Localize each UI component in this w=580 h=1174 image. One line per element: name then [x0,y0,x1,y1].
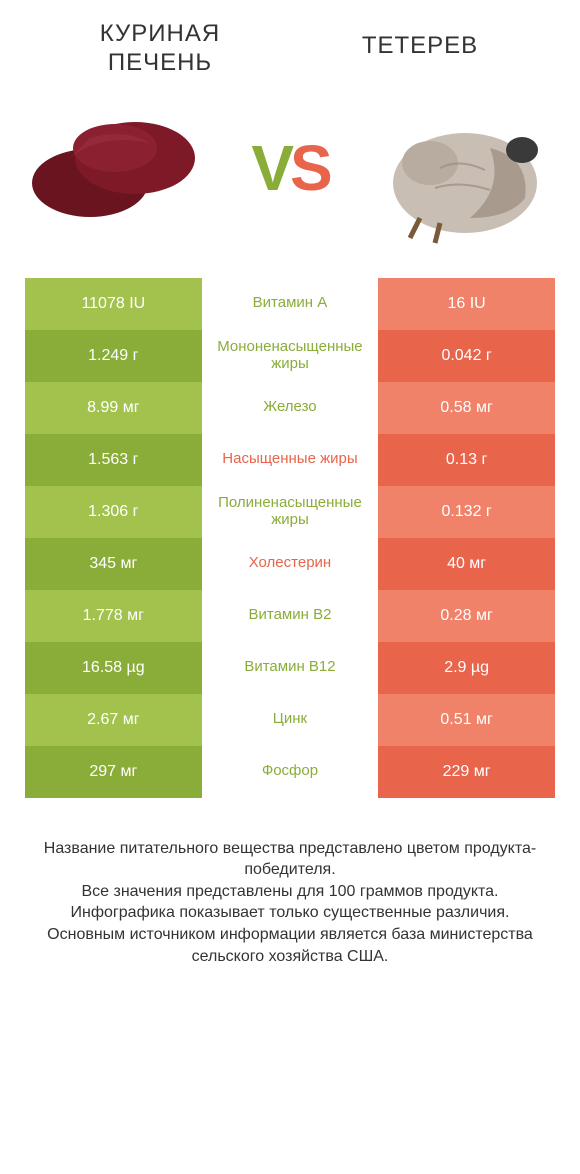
left-value: 1.778 мг [25,590,202,642]
right-value: 229 мг [378,746,555,798]
vs-label: VS [251,131,328,205]
left-value: 2.67 мг [25,694,202,746]
left-value: 345 мг [25,538,202,590]
right-value: 0.132 г [378,486,555,538]
images-row: VS [0,78,580,278]
nutrient-table: 11078 IUВитамин A16 IU1.249 гМононенасыщ… [25,278,555,798]
left-value: 16.58 µg [25,642,202,694]
nutrient-name: Витамин A [202,278,379,330]
right-value: 40 мг [378,538,555,590]
table-row: 8.99 мгЖелезо0.58 мг [25,382,555,434]
header: КУРИНАЯ ПЕЧЕНЬ ТЕТЕРЕВ [0,0,580,78]
left-product-title: КУРИНАЯ ПЕЧЕНЬ [30,20,290,78]
footer-notes: Название питательного вещества представл… [0,798,580,988]
right-value: 16 IU [378,278,555,330]
left-value: 1.306 г [25,486,202,538]
footer-line-4: Основным источником информации является … [30,924,550,967]
table-row: 11078 IUВитамин A16 IU [25,278,555,330]
nutrient-name: Витамин B2 [202,590,379,642]
left-value: 1.563 г [25,434,202,486]
right-product-title: ТЕТЕРЕВ [290,20,550,61]
table-row: 297 мгФосфор229 мг [25,746,555,798]
nutrient-name: Цинк [202,694,379,746]
footer-line-2: Все значения представлены для 100 граммо… [30,881,550,903]
table-row: 1.778 мгВитамин B20.28 мг [25,590,555,642]
table-row: 16.58 µgВитамин B122.9 µg [25,642,555,694]
left-value: 1.249 г [25,330,202,382]
table-row: 2.67 мгЦинк0.51 мг [25,694,555,746]
nutrient-name: Холестерин [202,538,379,590]
right-value: 0.28 мг [378,590,555,642]
nutrient-name: Фосфор [202,746,379,798]
right-value: 0.13 г [378,434,555,486]
left-value: 297 мг [25,746,202,798]
nutrient-name: Витамин B12 [202,642,379,694]
left-title-line1: КУРИНАЯ [100,20,220,47]
table-row: 1.306 гПолиненасыщенные жиры0.132 г [25,486,555,538]
footer-line-1: Название питательного вещества представл… [30,838,550,881]
right-value: 2.9 µg [378,642,555,694]
right-title: ТЕТЕРЕВ [290,32,550,61]
nutrient-name: Насыщенные жиры [202,434,379,486]
right-value: 0.51 мг [378,694,555,746]
left-value: 8.99 мг [25,382,202,434]
table-row: 1.249 гМононенасыщенные жиры0.042 г [25,330,555,382]
table-row: 345 мгХолестерин40 мг [25,538,555,590]
table-row: 1.563 гНасыщенные жиры0.13 г [25,434,555,486]
liver-image [20,88,220,248]
nutrient-name: Железо [202,382,379,434]
left-title-line2: ПЕЧЕНЬ [108,49,212,76]
right-value: 0.58 мг [378,382,555,434]
left-value: 11078 IU [25,278,202,330]
vs-s: S [290,132,329,204]
right-value: 0.042 г [378,330,555,382]
nutrient-name: Мононенасыщенные жиры [202,330,379,382]
nutrient-name: Полиненасыщенные жиры [202,486,379,538]
footer-line-3: Инфографика показывает только существенн… [30,902,550,924]
grouse-image [360,88,560,248]
vs-v: V [251,132,290,204]
